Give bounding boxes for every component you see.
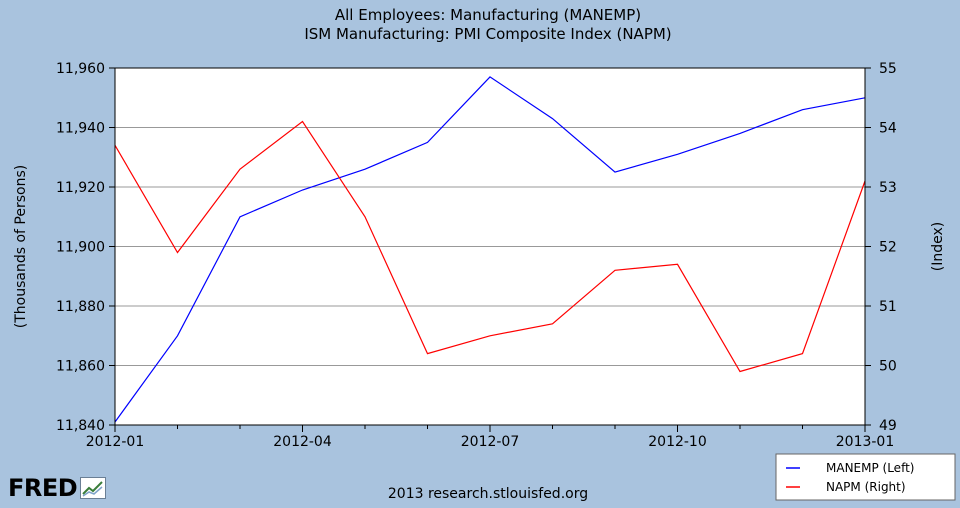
x-tick-label: 2012-01 (86, 434, 145, 450)
data-point-manemp (551, 117, 553, 119)
y-right-tick-label: 53 (879, 180, 897, 196)
data-point-manemp (176, 335, 178, 337)
y-left-tick-label: 11,860 (56, 359, 105, 375)
data-point-napm (614, 269, 616, 271)
y-left-tick-label: 11,940 (56, 121, 105, 137)
fred-logo: FRED (8, 474, 107, 502)
data-point-manemp (239, 216, 241, 218)
data-point-napm (801, 352, 803, 354)
chart-title-line: ISM Manufacturing: PMI Composite Index (… (304, 25, 671, 43)
data-point-manemp (676, 153, 678, 155)
y-right-tick-label: 49 (879, 418, 897, 434)
data-point-napm (301, 120, 303, 122)
data-point-manemp (364, 168, 366, 170)
y-right-tick-label: 50 (879, 359, 897, 375)
x-tick-label: 2012-07 (461, 434, 520, 450)
y-right-tick-label: 52 (879, 240, 897, 256)
x-tick-label: 2013-01 (836, 434, 895, 450)
y-right-axis-label: (Index) (930, 222, 946, 271)
data-point-manemp (301, 189, 303, 191)
x-tick-label: 2012-04 (273, 434, 332, 450)
y-left-tick-label: 11,840 (56, 418, 105, 434)
series-line-manemp (114, 76, 866, 423)
legend-label: NAPM (Right) (826, 480, 906, 494)
y-left-tick-label: 11,920 (56, 180, 105, 196)
legend-label: MANEMP (Left) (826, 461, 914, 475)
y-left-tick-label: 11,960 (56, 61, 105, 77)
data-point-manemp (739, 132, 741, 134)
data-point-manemp (489, 76, 491, 78)
data-point-manemp (801, 108, 803, 110)
data-point-napm (426, 352, 428, 354)
data-point-manemp (426, 141, 428, 143)
source-credit: 2013 research.stlouisfed.org (388, 486, 588, 502)
data-point-napm (489, 335, 491, 337)
y-right-tick-label: 54 (879, 121, 897, 137)
series-line-napm (114, 120, 866, 373)
data-point-napm (176, 251, 178, 253)
data-point-napm (364, 216, 366, 218)
y-left-axis-label: (Thousands of Persons) (13, 165, 29, 328)
y-right-tick-label: 55 (879, 61, 897, 77)
y-left-tick-label: 11,880 (56, 299, 105, 315)
data-point-napm (676, 263, 678, 265)
chart-title-line: All Employees: Manufacturing (MANEMP) (335, 6, 641, 24)
data-point-manemp (614, 171, 616, 173)
y-left-tick-label: 11,900 (56, 240, 105, 256)
fred-logo-text: FRED (8, 474, 78, 502)
data-point-napm (739, 370, 741, 372)
data-point-napm (551, 323, 553, 325)
chart-badge-icon (80, 477, 107, 499)
legend-box (775, 453, 956, 501)
data-point-napm (239, 168, 241, 170)
x-tick-label: 2012-10 (648, 434, 707, 450)
y-right-tick-label: 51 (879, 299, 897, 315)
